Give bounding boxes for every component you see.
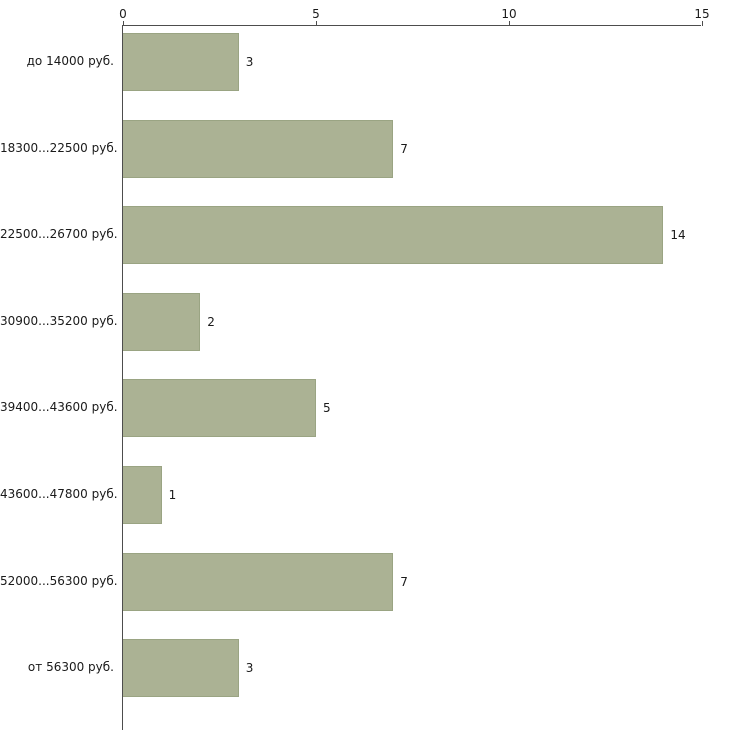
category-label: 22500...26700 руб. bbox=[0, 227, 118, 241]
value-label: 3 bbox=[245, 661, 254, 675]
bar bbox=[123, 379, 316, 437]
category-label: 30900...35200 руб. bbox=[0, 314, 118, 328]
x-axis-tick bbox=[702, 21, 703, 26]
category-label: 39400...43600 руб. bbox=[0, 400, 118, 414]
bar bbox=[123, 639, 239, 697]
plot-area: 0 5 10 15 3 7 14 2 5 1 7 3 bbox=[119, 7, 710, 730]
bar bbox=[123, 293, 201, 351]
value-label: 7 bbox=[400, 575, 408, 589]
category-label: 52000...56300 руб. bbox=[0, 574, 118, 588]
x-axis-tick-label: 15 bbox=[694, 7, 710, 21]
value-label: 7 bbox=[400, 142, 408, 156]
x-axis-tick-label: 10 bbox=[501, 7, 517, 21]
value-label: 5 bbox=[323, 401, 331, 415]
value-label: 14 bbox=[670, 228, 686, 242]
bar bbox=[123, 33, 239, 91]
x-axis-tick bbox=[316, 21, 317, 26]
category-label: 43600...47800 руб. bbox=[0, 487, 118, 501]
category-label: от 56300 руб. bbox=[27, 660, 114, 674]
x-axis-tick bbox=[123, 21, 124, 26]
x-axis-tick-label: 0 bbox=[119, 7, 127, 21]
x-axis-tick bbox=[509, 21, 510, 26]
bar bbox=[123, 120, 394, 178]
value-label: 1 bbox=[168, 488, 177, 502]
bar bbox=[123, 206, 664, 264]
category-label: до 14000 руб. bbox=[26, 54, 114, 68]
x-axis-tick-label: 5 bbox=[312, 7, 320, 21]
value-label: 3 bbox=[245, 55, 254, 69]
bar bbox=[123, 466, 162, 524]
category-label: 18300...22500 руб. bbox=[0, 141, 118, 155]
value-label: 2 bbox=[207, 315, 215, 329]
bar bbox=[123, 553, 394, 611]
